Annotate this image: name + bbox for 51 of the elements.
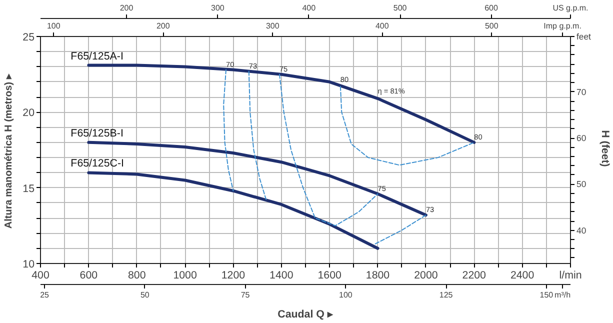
text: feet	[576, 32, 592, 42]
text: 100	[46, 22, 61, 30]
x-tick-label: 600	[80, 270, 98, 282]
x-tick-label: 1200	[221, 270, 246, 282]
text: 500	[484, 22, 499, 30]
text: 125	[439, 290, 454, 300]
y-tick-label: 10	[22, 258, 35, 270]
text: m³/h	[554, 290, 571, 300]
text: 50	[140, 290, 150, 300]
y2-tick-label: 60	[576, 133, 586, 144]
x2-tick-label: 600	[484, 4, 498, 12]
x-tick-label: 400	[32, 270, 50, 282]
y-axis-title: Altura manométrica H (metros) ▸	[4, 73, 15, 229]
y2-tick-label: 50	[576, 179, 586, 190]
text: 25	[40, 290, 50, 300]
y-tick-label: 20	[22, 107, 35, 120]
x-tick-label: 2400	[510, 270, 534, 282]
text: 150	[540, 290, 554, 300]
series-label: F65/125A-I	[70, 50, 124, 62]
x2-tick-label: 400	[302, 4, 316, 12]
x-tick-label: 1600	[318, 270, 342, 282]
text: Imp g.p.m.	[544, 22, 582, 30]
line-series	[223, 69, 234, 192]
x-tick-label: 1000	[173, 270, 197, 282]
x-axis-title: Caudal Q ▸	[278, 308, 334, 320]
x-tick-label: 1400	[270, 270, 294, 282]
x2-tick-label: 300	[211, 4, 225, 12]
series-label: F65/125C-I	[70, 158, 124, 170]
x-tick-label: 1800	[366, 270, 390, 282]
x2-tick-label: 200	[120, 4, 134, 12]
text: 75	[240, 290, 250, 300]
text: l/min	[559, 270, 582, 282]
text: 200	[156, 22, 170, 30]
y-tick-label: 15	[22, 182, 35, 195]
x2-tick-label: 500	[393, 4, 408, 12]
y2-tick-label: 70	[576, 86, 586, 97]
text: 300	[266, 22, 280, 30]
line-series	[87, 171, 380, 250]
line-series	[278, 74, 378, 226]
y2-axis-title: H (feet)	[598, 130, 611, 168]
series-label: F65/125B-I	[70, 127, 124, 140]
text: 400	[375, 22, 390, 30]
x2-axis-title: US g.p.m.	[552, 4, 588, 12]
y2-tick-label: 40	[576, 225, 586, 236]
line-series	[340, 86, 475, 166]
line-series	[248, 70, 267, 200]
x-tick-label: 2200	[462, 270, 486, 282]
x-tick-label: 2000	[414, 270, 438, 282]
text: 100	[339, 290, 353, 300]
y-tick-label: 25	[22, 32, 35, 44]
x-tick-label: 800	[128, 270, 146, 282]
